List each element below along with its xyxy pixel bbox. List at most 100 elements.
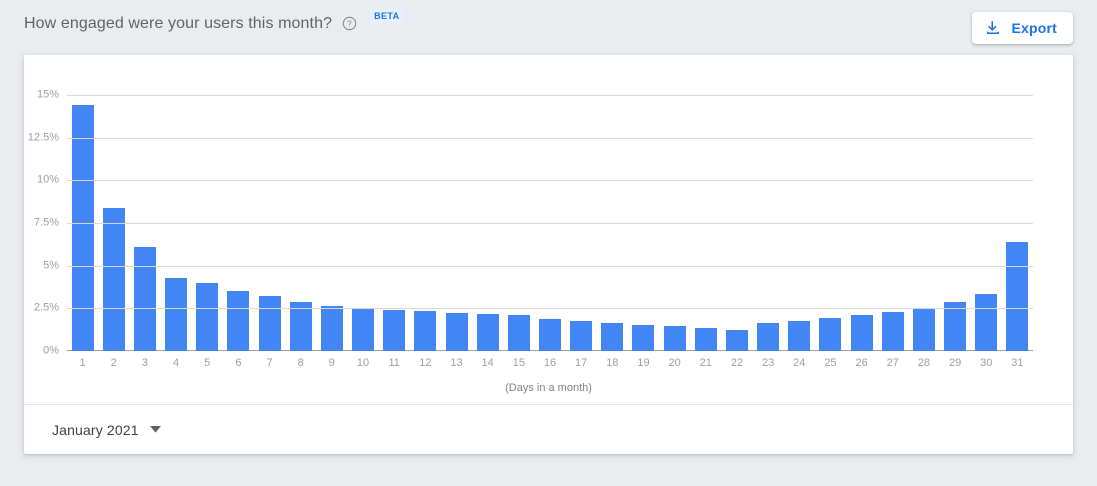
bar-item[interactable]: 10 [352, 95, 375, 369]
x-axis-tick: 16 [543, 357, 557, 369]
x-axis-tick: 23 [762, 357, 775, 369]
bar[interactable] [725, 329, 748, 351]
bar-item[interactable]: 22 [725, 95, 748, 369]
x-axis-tick: 30 [980, 357, 993, 369]
bar-item[interactable]: 29 [944, 95, 967, 369]
bar[interactable] [570, 321, 593, 351]
chart-card: 1 2 3 4 5 6 7 8 9 10 11 12 13 14 15 16 17 18 19 20 21 22 23 24 2… [24, 55, 1073, 454]
bar-series: 1 2 3 4 5 6 7 8 9 10 11 12 13 14 15 16 17 18 19 20 21 22 23 24 2… [67, 95, 1033, 369]
bar[interactable] [507, 315, 530, 351]
card-divider [24, 404, 1073, 405]
bar[interactable] [71, 105, 94, 351]
x-axis-tick: 9 [328, 357, 335, 369]
x-axis-tick: 12 [419, 357, 432, 369]
bar-item[interactable]: 16 [539, 95, 561, 369]
x-axis-tick: 24 [793, 357, 806, 369]
bar-item[interactable]: 15 [507, 95, 530, 369]
bar[interactable] [196, 282, 219, 351]
x-axis-tick: 15 [512, 357, 525, 369]
bar[interactable] [165, 277, 188, 351]
bar-item[interactable]: 30 [975, 95, 998, 369]
bar-item[interactable]: 23 [757, 95, 780, 369]
bar[interactable] [320, 305, 343, 351]
gridline [67, 95, 1033, 96]
y-axis-tick: 2.5% [33, 301, 59, 314]
y-axis-tick: 15% [36, 88, 59, 101]
bar-item[interactable]: 13 [445, 95, 468, 369]
bar[interactable] [912, 308, 935, 351]
svg-text:?: ? [347, 20, 352, 29]
bar-item[interactable]: 4 [165, 95, 188, 369]
chevron-down-icon [149, 426, 161, 433]
bar[interactable] [944, 301, 967, 351]
x-axis-tick: 2 [110, 357, 117, 369]
bar-item[interactable]: 21 [694, 95, 717, 369]
bar-item[interactable]: 9 [320, 95, 343, 369]
x-axis-tick: 25 [824, 357, 837, 369]
bar[interactable] [881, 311, 904, 351]
page-title: How engaged were your users this month? [24, 15, 333, 32]
bar[interactable] [227, 291, 250, 351]
bar[interactable] [133, 246, 156, 351]
bar[interactable] [1006, 241, 1029, 351]
chart-plot-area: 1 2 3 4 5 6 7 8 9 10 11 12 13 14 15 16 17 18 19 20 21 22 23 24 2… [28, 89, 1033, 369]
bar-item[interactable]: 14 [476, 95, 499, 369]
bar-item[interactable]: 6 [227, 95, 250, 369]
bar-item[interactable]: 12 [414, 95, 437, 369]
bar-item[interactable]: 3 [133, 95, 156, 369]
bar-item[interactable]: 31 [1006, 95, 1029, 369]
month-select[interactable]: January 2021 [50, 418, 163, 442]
bar-chart: 1 2 3 4 5 6 7 8 9 10 11 12 13 14 15 16 17 18 19 20 21 22 23 24 2… [24, 55, 1073, 404]
bar[interactable] [788, 321, 811, 351]
bar[interactable] [289, 301, 312, 351]
x-axis-tick: 29 [948, 357, 962, 369]
bar[interactable] [383, 310, 406, 351]
x-axis-tick: 1 [79, 357, 86, 369]
bar[interactable] [975, 293, 998, 351]
x-axis-tick: 13 [450, 357, 463, 369]
bar-item[interactable]: 8 [289, 95, 312, 369]
bar[interactable] [663, 326, 686, 351]
x-axis-tick: 20 [668, 357, 681, 369]
bar[interactable] [258, 296, 281, 351]
bar[interactable] [352, 308, 375, 351]
bar-item[interactable]: 17 [570, 95, 593, 369]
x-axis-tick: 22 [730, 357, 744, 369]
bar[interactable] [102, 207, 125, 351]
bar-item[interactable]: 2 [102, 95, 125, 369]
bar-item[interactable]: 26 [850, 95, 873, 369]
help-circle-icon[interactable]: ? [342, 16, 357, 31]
bar[interactable] [601, 322, 624, 351]
bar[interactable] [632, 325, 655, 351]
bar-item[interactable]: 20 [663, 95, 686, 369]
bar-item[interactable]: 28 [912, 95, 935, 369]
x-axis-caption: (Days in a month) [505, 382, 592, 394]
gridline [67, 308, 1033, 310]
bar[interactable] [757, 322, 780, 351]
bar-item[interactable]: 7 [258, 95, 281, 369]
x-axis-tick: 26 [855, 357, 868, 369]
bar-item[interactable]: 19 [632, 95, 655, 369]
x-axis-tick: 8 [297, 357, 304, 369]
y-axis-tick: 12.5% [27, 131, 59, 144]
bar[interactable] [476, 314, 499, 351]
bar[interactable] [819, 317, 842, 351]
gridline [67, 180, 1033, 182]
bar[interactable] [445, 313, 468, 351]
y-axis-tick: 5% [43, 259, 59, 272]
bar-item[interactable]: 25 [819, 95, 842, 369]
export-button[interactable]: Export [972, 11, 1073, 44]
bar-item[interactable]: 24 [788, 95, 811, 369]
x-axis-tick: 11 [388, 357, 400, 369]
bar-item[interactable]: 27 [881, 95, 904, 369]
bar-item[interactable]: 1 [71, 95, 94, 369]
bar[interactable] [694, 327, 717, 351]
bar[interactable] [539, 318, 561, 351]
bar[interactable] [414, 310, 437, 351]
bar-item[interactable]: 18 [601, 95, 624, 369]
bar[interactable] [850, 315, 873, 351]
bar-item[interactable]: 5 [196, 95, 219, 369]
download-icon [984, 19, 1002, 37]
export-button-label: Export [1011, 19, 1057, 36]
bar-item[interactable]: 11 [383, 95, 406, 369]
